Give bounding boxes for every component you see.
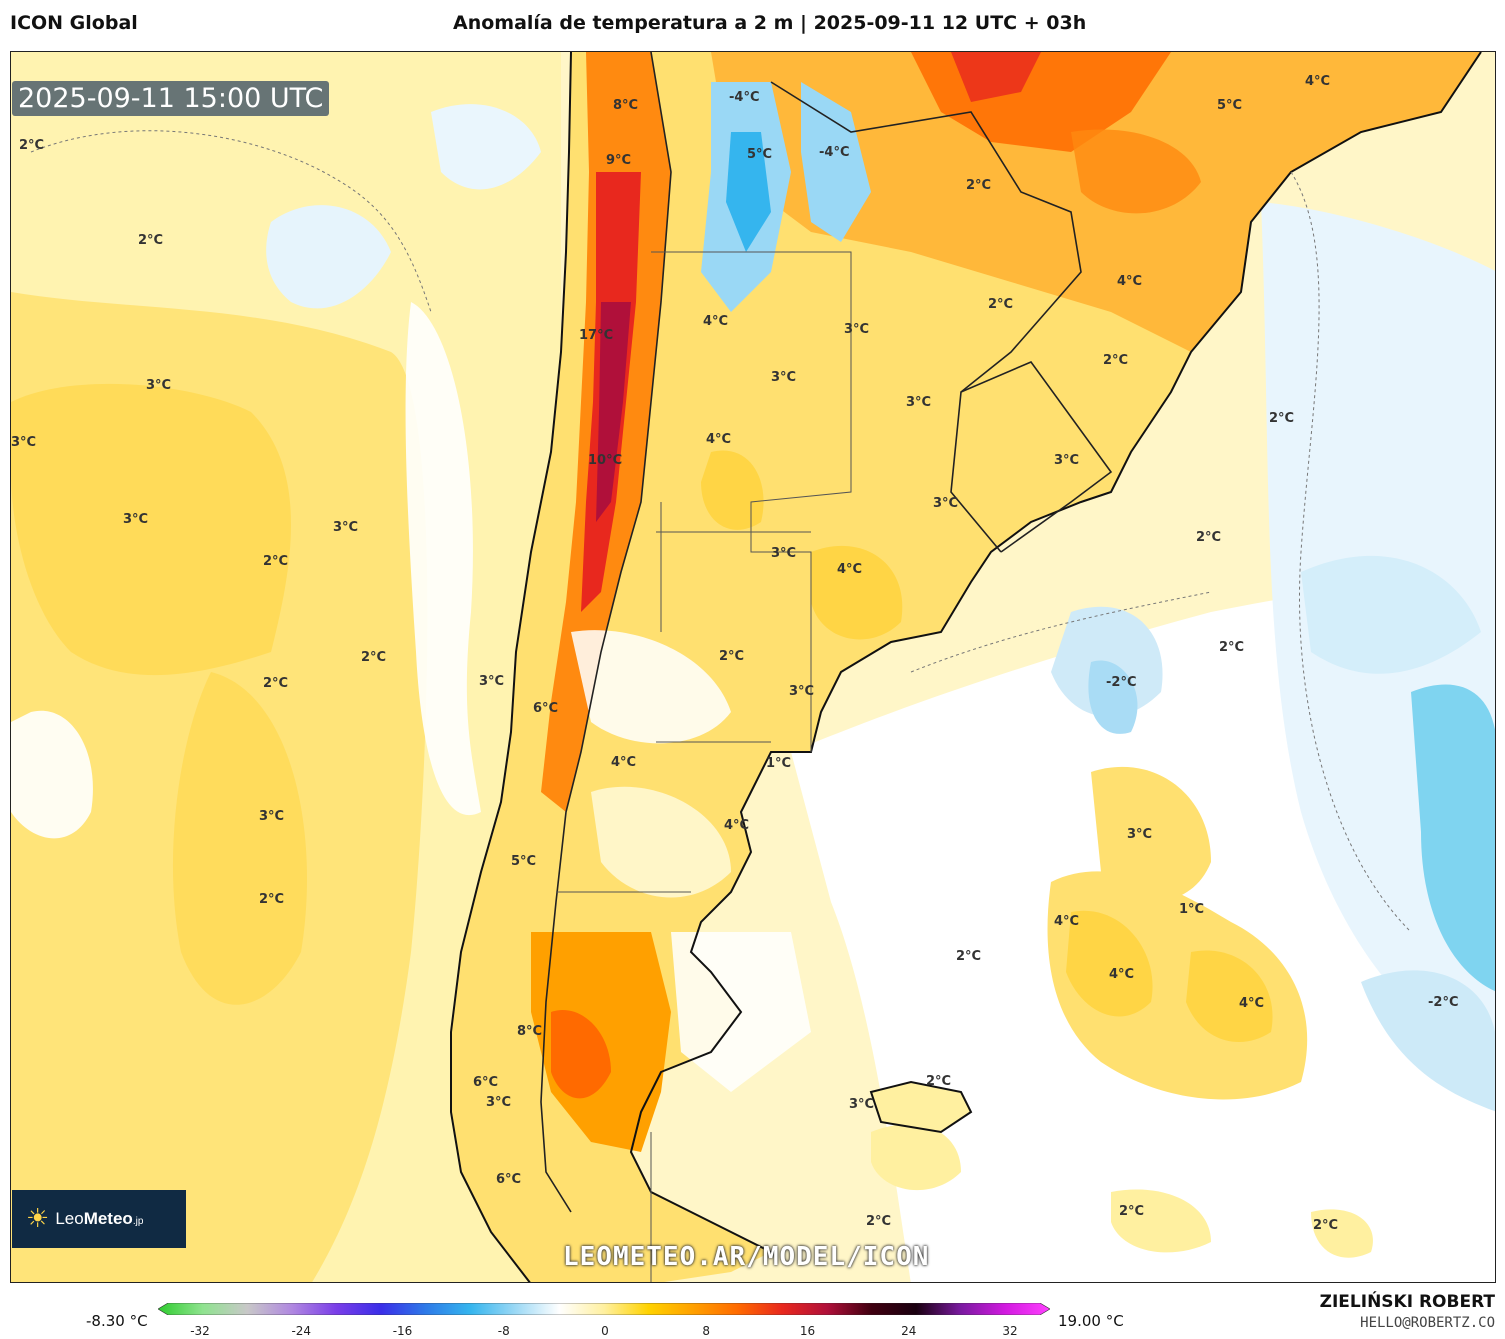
contour-label: 3°C bbox=[259, 809, 285, 824]
logo-text: LeoMeteo.jp bbox=[55, 1209, 144, 1228]
contour-label: 6°C bbox=[473, 1075, 499, 1090]
contour-label: -2°C bbox=[1106, 675, 1137, 690]
contour-label: -4°C bbox=[819, 145, 850, 160]
colorbar bbox=[158, 1303, 1050, 1315]
contour-label: 6°C bbox=[496, 1172, 522, 1187]
contact-credit[interactable]: HELLO@ROBERTZ.CO bbox=[1360, 1315, 1495, 1331]
contour-label: 4°C bbox=[837, 562, 863, 577]
contour-label: 17°C bbox=[579, 328, 614, 343]
colorbar-tick: 8 bbox=[702, 1324, 711, 1338]
contour-label: 5°C bbox=[511, 854, 537, 869]
sun-icon: ☀ bbox=[26, 1204, 50, 1234]
contour-label: 4°C bbox=[1054, 914, 1080, 929]
contour-label: 2°C bbox=[956, 949, 982, 964]
contour-label: 3°C bbox=[906, 395, 932, 410]
colorbar-tick: -8 bbox=[497, 1324, 510, 1338]
contour-label: 3°C bbox=[771, 546, 797, 561]
contour-label: 4°C bbox=[724, 818, 750, 833]
colorbar-tick: 24 bbox=[901, 1324, 917, 1338]
contour-label: -2°C bbox=[1428, 995, 1459, 1010]
colorbar-tick: 32 bbox=[1002, 1324, 1018, 1338]
contour-label: 2°C bbox=[1196, 530, 1222, 545]
contour-label: 4°C bbox=[1239, 996, 1265, 1011]
contour-label: 8°C bbox=[517, 1024, 543, 1039]
author-credit: ZIELIŃSKI ROBERT bbox=[1319, 1292, 1495, 1312]
contour-label: -4°C bbox=[729, 90, 760, 105]
contour-label: 2°C bbox=[1103, 353, 1129, 368]
model-name: ICON Global bbox=[10, 12, 138, 34]
contour-label: 2°C bbox=[138, 233, 164, 248]
contour-label: 2°C bbox=[719, 649, 745, 664]
colorbar-tick: 0 bbox=[601, 1324, 609, 1338]
colorbar-min-label: -8.30 °C bbox=[86, 1312, 148, 1330]
contour-label: 3°C bbox=[1127, 827, 1153, 842]
colorbar-tick: -24 bbox=[291, 1324, 312, 1338]
contour-label: 3°C bbox=[933, 496, 959, 511]
contour-label: 3°C bbox=[486, 1095, 512, 1110]
contour-label: 4°C bbox=[1117, 274, 1143, 289]
contour-label: 2°C bbox=[1219, 640, 1245, 655]
contour-label: 2°C bbox=[259, 892, 285, 907]
contour-label: 3°C bbox=[789, 684, 815, 699]
contour-label: 3°C bbox=[479, 674, 505, 689]
contour-label: 10°C bbox=[588, 453, 623, 468]
anomaly-map[interactable]: 2025-09-11 15:00 UTC 2°C 2°C 3°C 3°C 3°C 3°C 2… bbox=[10, 51, 1496, 1283]
contour-label: 8°C bbox=[613, 98, 639, 113]
contour-label: 2°C bbox=[263, 554, 289, 569]
contour-label: 9°C bbox=[606, 153, 632, 168]
contour-label: 3°C bbox=[771, 370, 797, 385]
contour-label: 3°C bbox=[333, 520, 359, 535]
colorbar-tick: 16 bbox=[799, 1324, 816, 1338]
contour-label: 3°C bbox=[123, 512, 149, 527]
contour-label: 4°C bbox=[1109, 967, 1135, 982]
leometeo-logo[interactable]: ☀ LeoMeteo.jp bbox=[12, 1190, 186, 1248]
contour-label: 5°C bbox=[1217, 98, 1243, 113]
contour-label: 3°C bbox=[146, 378, 172, 393]
contour-label: 4°C bbox=[1305, 74, 1331, 89]
contour-label: 2°C bbox=[988, 297, 1014, 312]
contour-label: 2°C bbox=[361, 650, 387, 665]
contour-label: 2°C bbox=[866, 1214, 892, 1229]
contour-label: 3°C bbox=[844, 322, 870, 337]
colorbar-tick: -32 bbox=[190, 1324, 210, 1338]
colorbar-max-label: 19.00 °C bbox=[1058, 1312, 1124, 1330]
contour-label: 3°C bbox=[849, 1097, 875, 1112]
contour-label: 2°C bbox=[1269, 411, 1295, 426]
contour-label: 2°C bbox=[1119, 1204, 1145, 1219]
contour-label: 2°C bbox=[1313, 1218, 1339, 1233]
watermark-url: LEOMETEO.AR/MODEL/ICON bbox=[563, 1242, 930, 1272]
contour-label: 2°C bbox=[263, 676, 289, 691]
contour-label: 3°C bbox=[1054, 453, 1080, 468]
contour-label: 4°C bbox=[703, 314, 729, 329]
valid-time-badge: 2025-09-11 15:00 UTC bbox=[12, 81, 330, 116]
map-canvas bbox=[11, 52, 1495, 1282]
contour-label: 2°C bbox=[966, 178, 992, 193]
colorbar-tick: -16 bbox=[392, 1324, 413, 1338]
contour-label: 6°C bbox=[533, 701, 559, 716]
contour-label: 2°C bbox=[19, 138, 45, 153]
contour-label: 5°C bbox=[747, 147, 773, 162]
contour-label: 3°C bbox=[11, 435, 37, 450]
contour-label: 4°C bbox=[706, 432, 732, 447]
contour-label: 4°C bbox=[611, 755, 637, 770]
contour-label: 1°C bbox=[1179, 902, 1205, 917]
contour-label: 1°C bbox=[766, 756, 792, 771]
map-title: Anomalía de temperatura a 2 m | 2025-09-… bbox=[453, 12, 1087, 34]
contour-label: 2°C bbox=[926, 1074, 952, 1089]
